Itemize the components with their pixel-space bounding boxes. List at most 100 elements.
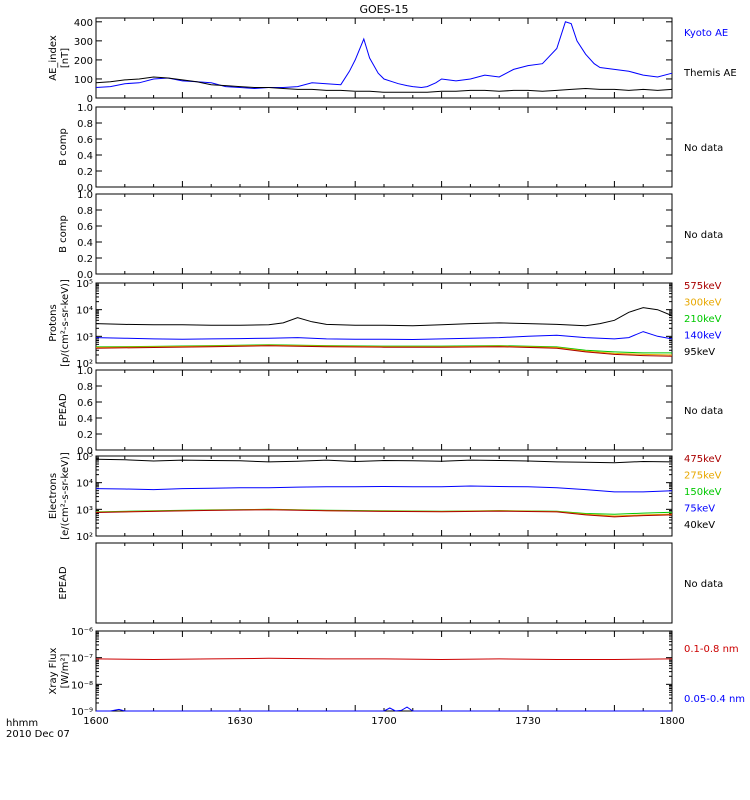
y-axis-label: [e/(cm²-s-sr-keV)] <box>60 452 71 540</box>
y-tick-label: 10⁻⁸ <box>71 680 93 691</box>
y-tick-label: 0.6 <box>77 135 93 146</box>
y-tick-label: 10⁵ <box>76 279 93 290</box>
panel-protons: 10² 10³ 10⁴ 10⁵ Protons [p/(cm²-s-sr-keV)] 575… <box>48 279 722 370</box>
panels-group: 0 100 200 300 400 AE_index [nT] Kyoto AE Themis … <box>48 17 745 718</box>
x-tick-label: 1700 <box>371 716 396 727</box>
chart-title: GOES-15 <box>359 3 408 16</box>
y-tick-label: 0.2 <box>77 430 93 441</box>
y-tick-label: 10⁴ <box>76 479 93 490</box>
no-data-label: No data <box>684 406 723 417</box>
y-tick-label: 0.8 <box>77 119 93 130</box>
y-axis-label: [p/(cm²-s-sr-keV)] <box>60 279 71 367</box>
panel-bcomp2: 0.0 0.2 0.4 0.6 0.8 1.0 B comp No data <box>58 190 723 281</box>
y-tick-label: 0.4 <box>77 414 93 425</box>
y-axis-label: [W/m²] <box>60 653 71 688</box>
y-tick-label: 100 <box>74 75 93 86</box>
panel-frame-xray <box>95 630 673 712</box>
y-tick-label: 0.0 <box>77 446 93 457</box>
y-axis-label: Xray Flux <box>48 647 59 694</box>
panel-xray: 10⁻⁹ 10⁻⁸ 10⁻⁷ 10⁻⁶ Xray Flux [W/m²] 0.1-0.8 n… <box>48 627 745 718</box>
y-tick-label: 10⁻⁷ <box>71 654 93 665</box>
series-line-75keV <box>95 485 673 493</box>
legend-entry: 300keV <box>684 298 722 309</box>
y-axis-label: B comp <box>58 128 69 166</box>
y-tick-label: 10⁻⁶ <box>71 627 93 638</box>
y-tick-label: 0.8 <box>77 206 93 217</box>
y-tick-label: 10³ <box>76 332 93 343</box>
y-tick-label: 10⁻⁹ <box>71 707 93 718</box>
y-tick-label: 0.4 <box>77 151 93 162</box>
x-axis: 1600 1630 1700 1730 1800 <box>83 716 684 727</box>
series-line-Themis-AE <box>95 76 673 93</box>
legend-entry: 275keV <box>684 471 722 482</box>
legend-entry: 0.1-0.8 nm <box>684 644 739 655</box>
y-tick-label: 0.0 <box>77 270 93 281</box>
y-tick-label: 0.0 <box>77 183 93 194</box>
y-tick-label: 0.2 <box>77 167 93 178</box>
no-data-label: No data <box>684 579 723 590</box>
y-tick-label: 200 <box>74 56 93 67</box>
panel-frame-epead2 <box>95 542 673 624</box>
y-axis-label: EPEAD <box>58 393 69 427</box>
y-tick-label: 0.6 <box>77 222 93 233</box>
series-line-0.1-0.8-nm <box>95 657 673 661</box>
legend-entry: 95keV <box>684 347 715 358</box>
y-tick-label: 0.6 <box>77 398 93 409</box>
y-tick-label: 0.4 <box>77 238 93 249</box>
x-tick-label: 1600 <box>83 716 108 727</box>
panel-frame-electrons <box>95 455 673 537</box>
y-tick-label: 10² <box>76 532 93 543</box>
panel-ae: 0 100 200 300 400 AE_index [nT] Kyoto AE Themis … <box>48 17 737 105</box>
series-line-95keV <box>95 307 673 327</box>
legend-entry: Themis AE <box>683 68 737 79</box>
y-tick-label: 10⁵ <box>76 452 93 463</box>
series-line-40keV <box>95 458 673 464</box>
legend-entry: 0.05-0.4 nm <box>684 694 745 705</box>
x-tick-label: 1630 <box>227 716 252 727</box>
y-tick-label: 400 <box>74 18 93 29</box>
y-tick-label: 1.0 <box>77 103 93 114</box>
series-line-0.05-0.4-nm <box>96 706 672 712</box>
no-data-label: No data <box>684 143 723 154</box>
panel-bcomp1: 0.0 0.2 0.4 0.6 0.8 1.0 B comp No data <box>58 103 723 194</box>
no-data-label: No data <box>684 230 723 241</box>
y-tick-label: 10³ <box>76 505 93 516</box>
y-tick-label: 0.2 <box>77 254 93 265</box>
y-tick-label: 1.0 <box>77 366 93 377</box>
series-line-575keV <box>95 345 673 357</box>
panel-frame-ae <box>95 17 673 99</box>
panel-frame-bcomp2 <box>95 193 673 275</box>
y-axis-label: [nT] <box>60 48 71 68</box>
legend-entry: 475keV <box>684 454 722 465</box>
x-tick-label: 1800 <box>659 716 684 727</box>
y-tick-label: 1.0 <box>77 190 93 201</box>
legend-entry: Kyoto AE <box>684 28 728 39</box>
y-axis-label: Electrons <box>48 473 59 519</box>
panel-frame-epead1 <box>95 369 673 451</box>
y-tick-label: 300 <box>74 37 93 48</box>
legend-entry: 210keV <box>684 314 722 325</box>
panel-epead1: 0.0 0.2 0.4 0.6 0.8 1.0 EPEAD No data <box>58 366 723 457</box>
legend-entry: 575keV <box>684 281 722 292</box>
legend-entry: 140keV <box>684 331 722 342</box>
panel-electrons: 10² 10³ 10⁴ 10⁵ Electrons [e/(cm²-s-sr-keV)] 4… <box>48 452 722 543</box>
legend-entry: 75keV <box>684 504 715 515</box>
x-tick-label: 1730 <box>515 716 540 727</box>
panel-epead2: EPEAD No data <box>58 542 723 624</box>
x-label-hhmm: hhmm <box>6 718 38 729</box>
y-axis-label: B comp <box>58 215 69 253</box>
y-axis-label: Protons <box>48 304 59 341</box>
panel-frame-bcomp1 <box>95 106 673 188</box>
y-tick-label: 0 <box>87 94 93 105</box>
y-tick-label: 10² <box>76 359 93 370</box>
series-line-475keV <box>95 509 673 518</box>
legend-entry: 150keV <box>684 487 722 498</box>
y-axis-label: EPEAD <box>58 566 69 600</box>
series-line-Kyoto-AE <box>95 21 673 90</box>
series-line-140keV <box>95 331 673 341</box>
y-tick-label: 0.8 <box>77 382 93 393</box>
y-tick-label: 10⁴ <box>76 306 93 317</box>
legend-entry: 40keV <box>684 520 715 531</box>
y-axis-label: AE_index <box>48 35 59 81</box>
